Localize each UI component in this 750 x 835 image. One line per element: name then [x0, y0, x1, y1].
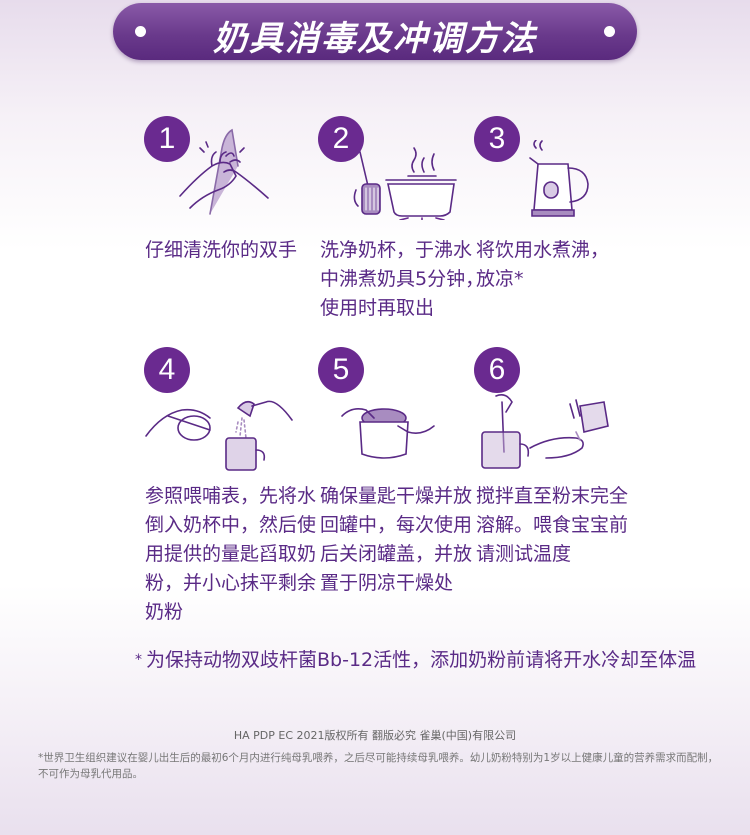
step-3-text: 将饮用水煮沸， 放凉* [476, 239, 610, 290]
step-6-text: 搅拌直至粉末完全 溶解。喂食宝宝前 请测试温度 [476, 485, 629, 565]
note-asterisk: * [135, 652, 142, 668]
title-dot-right [604, 26, 615, 37]
copyright-text: HA PDP EC 2021版权所有 翻版必究 雀巢(中国)有限公司 [233, 729, 517, 742]
step-4-number: 4 [144, 347, 190, 393]
close-can-icon [338, 396, 438, 466]
step-2-text: 洗净奶杯，于沸水 中沸煮奶具5分钟， 使用时再取出 [320, 239, 485, 319]
step-3-number: 3 [474, 116, 520, 162]
title-dot-left [135, 26, 146, 37]
step-5-number: 5 [318, 347, 364, 393]
step-1-text: 仔细清洗你的双手 [145, 239, 298, 261]
temperature-note: * 为保持动物双歧杆菌Bb-12活性，添加奶粉前请将开水冷却至体温 [135, 645, 696, 672]
sterilize-pot-icon [350, 140, 460, 220]
note-text: 为保持动物双歧杆菌Bb-12活性，添加奶粉前请将开水冷却至体温 [146, 649, 697, 671]
hand-washing-icon [170, 126, 280, 216]
kettle-icon [526, 140, 596, 220]
step-5-text: 确保量匙干燥并放 回罐中，每次使用 后关闭罐盖，并放 置于阴凉干燥处 [320, 485, 473, 594]
step-1-number: 1 [144, 116, 190, 162]
page-title: 奶具消毒及冲调方法 [213, 19, 537, 59]
who-footnote: *世界卫生组织建议在婴儿出生后的最初6个月内进行纯母乳喂养，之后尽可能持续母乳喂… [38, 752, 719, 780]
stir-test-icon [476, 392, 616, 472]
step-6-number: 6 [474, 347, 520, 393]
step-2-number: 2 [318, 116, 364, 162]
step-4-text: 参照喂哺表，先将水 倒入奶杯中，然后使 用提供的量匙舀取奶 粉，并小心抹平剩余 … [145, 485, 317, 623]
measure-powder-icon [142, 396, 302, 476]
title-banner: 奶具消毒及冲调方法 [113, 3, 637, 60]
